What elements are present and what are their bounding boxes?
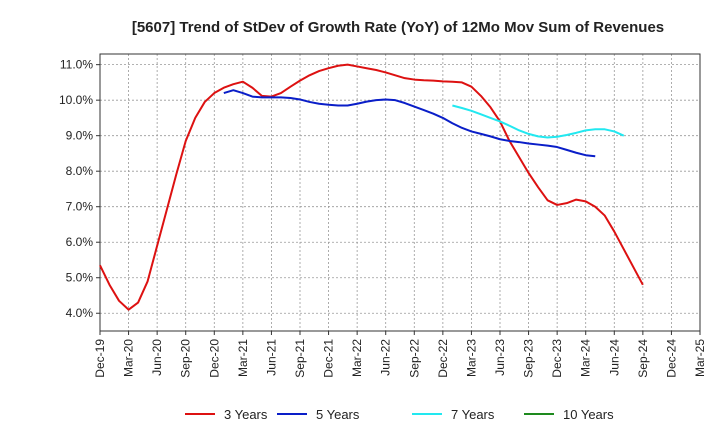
chart-title: [5607] Trend of StDev of Growth Rate (Yo… [132,19,664,36]
x-tick-label: Mar-24 [579,339,593,377]
y-tick-label: 4.0% [66,306,94,320]
series-line-5-years [223,89,596,158]
x-tick-label: Dec-24 [664,339,678,378]
x-axis: Dec-19 Mar-20 Jun-20 Sep-20 Dec-20 Mar-21 Jun-… [93,331,707,378]
grid [99,54,701,331]
y-tick-label: 5.0% [66,271,94,285]
legend-label: 5 Years [316,407,360,422]
x-tick-label: Jun-24 [607,339,621,376]
y-tick-label: 7.0% [66,200,94,214]
legend-label: 10 Years [563,407,614,422]
x-tick-label: Mar-21 [236,339,250,377]
x-tick-label: Jun-20 [150,339,164,376]
x-tick-label: Jun-23 [493,339,507,376]
x-tick-label: Dec-19 [93,339,107,378]
y-tick-label: 8.0% [66,164,94,178]
series-lines [99,63,644,311]
y-tick-label: 9.0% [66,129,94,143]
x-tick-label: Mar-25 [693,339,707,377]
x-tick-label: Mar-20 [122,339,136,377]
x-tick-label: Dec-23 [550,339,564,378]
x-tick-label: Sep-21 [293,339,307,378]
x-tick-label: Jun-21 [264,339,278,376]
x-tick-label: Dec-21 [322,339,336,378]
series-line-7-years [452,104,625,139]
y-tick-label: 11.0% [60,58,93,72]
legend-label: 7 Years [451,407,495,422]
legend: 3 Years 5 Years 7 Years 10 Years [185,407,614,422]
x-tick-label: Dec-22 [436,339,450,378]
series-line-3-years [99,63,644,311]
x-tick-label: Sep-20 [179,339,193,378]
x-tick-label: Sep-23 [522,339,536,378]
x-tick-label: Sep-22 [407,339,421,378]
x-tick-label: Mar-23 [464,339,478,377]
y-axis: 4.0% 5.0% 6.0% 7.0% 8.0% 9.0% 10.0% 11.0% [59,58,100,320]
legend-label: 3 Years [224,407,268,422]
y-tick-label: 6.0% [66,235,94,249]
x-tick-label: Sep-24 [636,339,650,378]
x-tick-label: Jun-22 [379,339,393,376]
y-tick-label: 10.0% [59,93,93,107]
plot-frame [99,53,701,332]
x-tick-label: Mar-22 [350,339,364,377]
x-tick-label: Dec-20 [207,339,221,378]
